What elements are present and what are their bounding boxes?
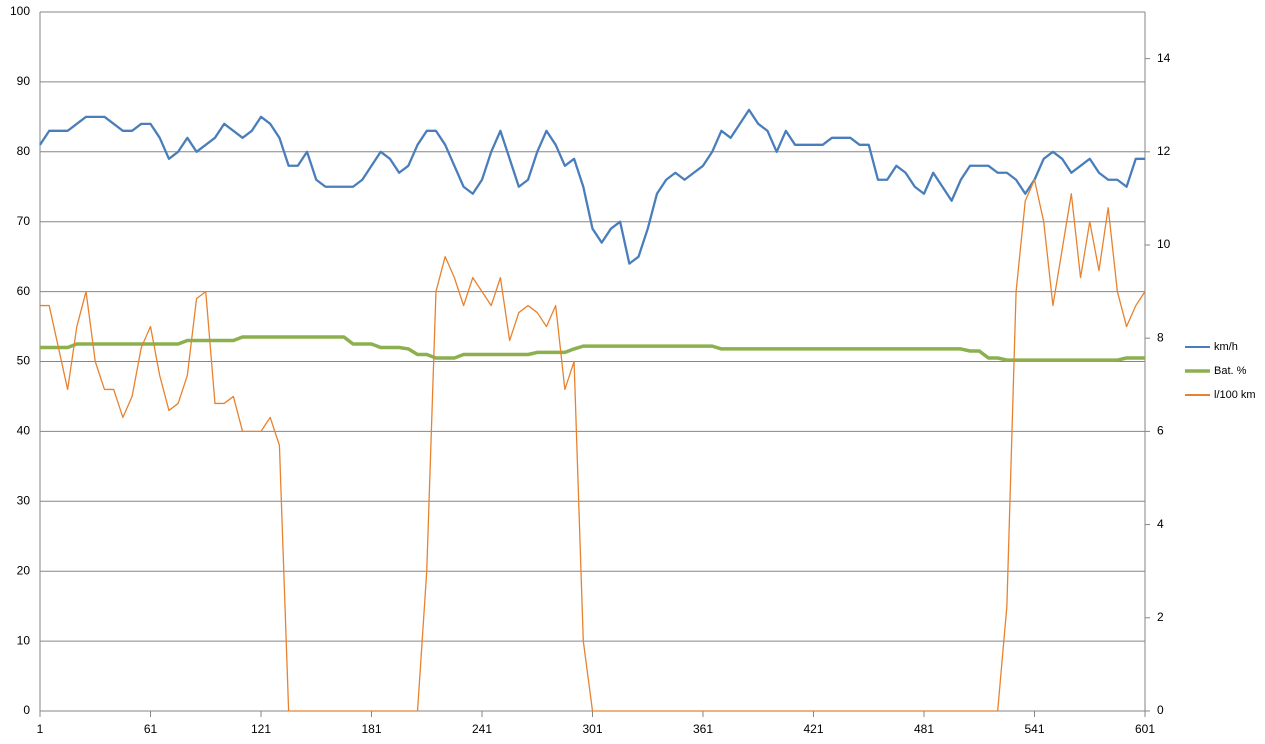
series-line — [40, 335, 1145, 362]
y-tick-label: 70 — [17, 214, 31, 228]
y-tick-label: 10 — [17, 633, 31, 647]
x-tick-label: 241 — [472, 722, 492, 736]
y2-tick-label: 6 — [1157, 424, 1164, 438]
legend-label: Bat. % — [1214, 365, 1247, 377]
x-tick-label: 421 — [803, 722, 823, 736]
y-tick-label: 50 — [17, 354, 31, 368]
y-tick-label: 20 — [17, 563, 31, 577]
y-tick-label: 40 — [17, 424, 31, 438]
y2-tick-label: 8 — [1157, 330, 1164, 344]
y2-tick-label: 2 — [1157, 610, 1164, 624]
y-tick-label: 90 — [17, 74, 31, 88]
x-tick-label: 481 — [914, 722, 934, 736]
series-line — [39, 108, 1145, 265]
y-tick-label: 0 — [23, 703, 30, 717]
series-line — [40, 179, 1146, 712]
x-tick-label: 121 — [251, 722, 271, 736]
legend-label: l/100 km — [1214, 389, 1256, 401]
x-tick-label: 601 — [1135, 722, 1155, 736]
legend-label: km/h — [1214, 341, 1238, 353]
x-tick-label: 1 — [37, 722, 44, 736]
y2-tick-label: 10 — [1157, 237, 1171, 251]
x-tick-label: 361 — [693, 722, 713, 736]
y2-tick-label: 14 — [1157, 51, 1171, 65]
x-tick-label: 181 — [361, 722, 381, 736]
y-tick-label: 100 — [10, 4, 30, 18]
y2-tick-label: 4 — [1157, 517, 1164, 531]
y-tick-label: 60 — [17, 284, 31, 298]
y-tick-label: 30 — [17, 493, 31, 507]
x-tick-label: 301 — [582, 722, 602, 736]
y2-tick-label: 12 — [1157, 144, 1171, 158]
x-tick-label: 541 — [1024, 722, 1044, 736]
y2-tick-label: 0 — [1157, 703, 1164, 717]
x-tick-label: 61 — [144, 722, 158, 736]
y-tick-label: 80 — [17, 144, 31, 158]
